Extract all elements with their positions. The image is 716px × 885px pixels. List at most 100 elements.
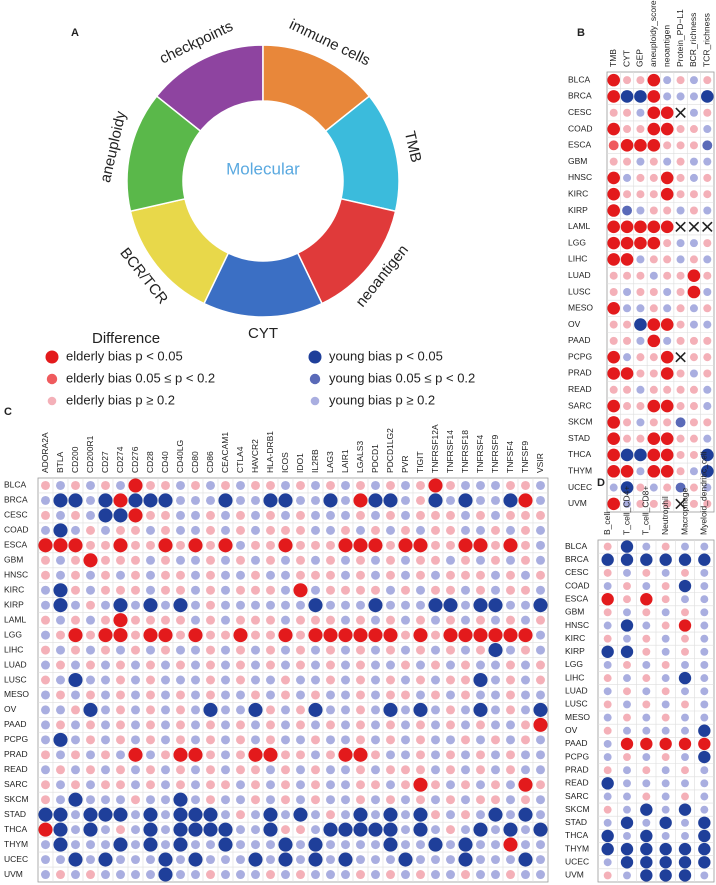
dot	[663, 157, 672, 166]
dot	[473, 628, 488, 643]
column-label: BCR_richness	[688, 13, 698, 67]
dot	[353, 747, 368, 762]
dot	[41, 645, 50, 655]
dot	[173, 807, 188, 822]
dot	[416, 510, 425, 520]
dot	[431, 555, 440, 565]
dot	[521, 690, 530, 700]
dot	[491, 615, 500, 625]
dot	[521, 555, 530, 565]
dot	[703, 125, 712, 134]
dot	[476, 750, 485, 760]
dot	[251, 840, 260, 850]
dot	[356, 735, 365, 745]
dot	[221, 795, 230, 805]
dot	[338, 628, 353, 643]
dot	[326, 795, 335, 805]
dot	[41, 690, 50, 700]
dot	[603, 621, 612, 630]
dot	[521, 750, 530, 760]
dot	[251, 780, 260, 790]
dot	[311, 570, 320, 580]
dot	[356, 660, 365, 670]
panel-label: C	[4, 406, 12, 418]
dot	[218, 837, 233, 852]
dot	[56, 855, 65, 865]
dot	[191, 870, 200, 880]
dot	[161, 510, 170, 520]
column-label: HLA-DRB1	[265, 431, 275, 473]
dot	[661, 608, 670, 617]
dot	[191, 615, 200, 625]
dot	[383, 822, 398, 837]
dot	[41, 840, 50, 850]
dot	[660, 171, 674, 185]
dot	[647, 432, 661, 445]
dot	[536, 675, 545, 685]
dot	[401, 525, 410, 535]
dot	[506, 615, 515, 625]
dot	[353, 538, 368, 553]
dot	[521, 615, 530, 625]
dot	[251, 495, 260, 505]
dot	[41, 735, 50, 745]
dot	[101, 690, 110, 700]
dot	[71, 600, 80, 610]
dot	[251, 810, 260, 820]
row-label: PCPG	[4, 734, 28, 744]
dot	[623, 661, 631, 669]
dot	[278, 628, 293, 643]
dot	[401, 585, 410, 595]
dot	[603, 687, 612, 696]
row-label: COAD	[568, 123, 593, 133]
dot	[158, 493, 173, 508]
dot	[41, 555, 50, 565]
dot	[281, 870, 290, 880]
dot	[56, 675, 65, 685]
dot	[661, 687, 670, 696]
dot	[266, 690, 275, 700]
dot	[371, 855, 380, 865]
column-label: TMB	[608, 49, 618, 67]
column-label: GEP	[635, 49, 645, 67]
legend-dot	[46, 373, 58, 385]
row-label: OV	[568, 319, 581, 329]
dot	[113, 508, 128, 523]
dot	[689, 434, 698, 443]
dot	[266, 540, 275, 550]
dot	[416, 555, 425, 565]
dot	[649, 271, 658, 280]
dot	[518, 628, 533, 643]
na-cross	[675, 107, 686, 118]
dot	[661, 595, 670, 604]
column-label: LAIR1	[340, 449, 350, 473]
dot	[176, 765, 185, 775]
dot	[101, 720, 110, 730]
dot	[634, 220, 647, 234]
dot	[221, 480, 230, 490]
row-label: GBM	[565, 607, 584, 617]
dot	[386, 855, 395, 865]
dot	[416, 840, 425, 850]
dot	[416, 495, 425, 505]
dot	[506, 555, 515, 565]
dot	[206, 840, 215, 850]
dot	[623, 674, 631, 683]
dot	[101, 780, 110, 790]
dot	[623, 634, 631, 643]
legend-title: Difference	[92, 330, 160, 347]
dot	[431, 585, 440, 595]
dot	[649, 369, 658, 378]
dot	[431, 795, 440, 805]
dot	[416, 585, 425, 595]
dot	[221, 810, 230, 820]
column-label: TNFRSF18	[460, 430, 470, 473]
dot	[607, 204, 620, 217]
dot	[675, 482, 686, 493]
dot	[623, 568, 631, 577]
dot	[623, 287, 632, 297]
dot	[620, 90, 634, 103]
dot	[311, 645, 320, 655]
dot	[56, 615, 65, 625]
dot	[161, 780, 170, 790]
